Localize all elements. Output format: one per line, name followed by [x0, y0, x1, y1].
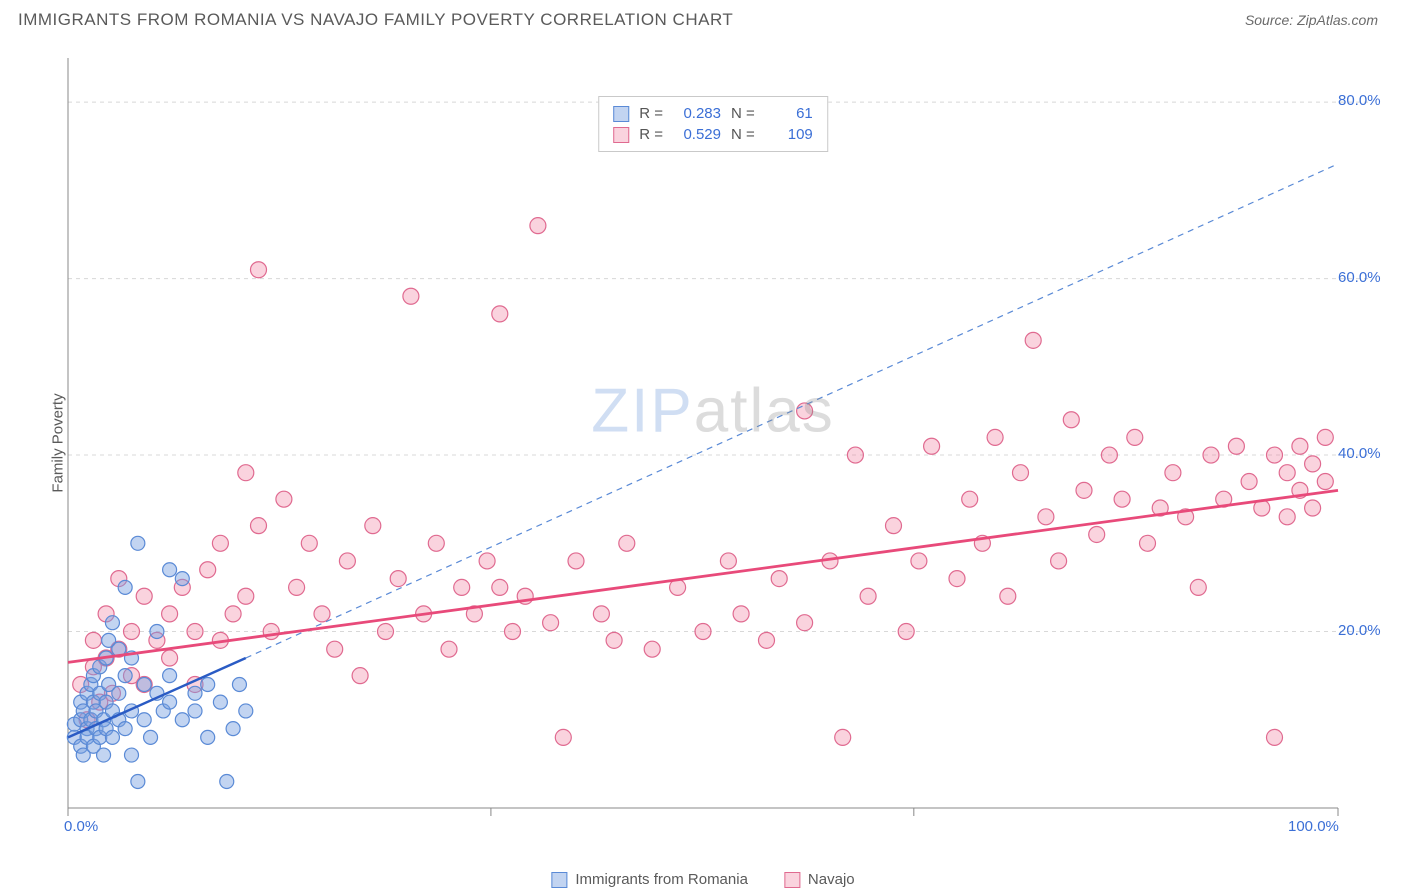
legend-item-0: Immigrants from Romania: [551, 871, 748, 888]
stat-n-val-1: 109: [765, 126, 813, 143]
chart-source: Source: ZipAtlas.com: [1245, 12, 1378, 28]
x-tick-label: 0.0%: [64, 818, 98, 835]
y-tick-label: 20.0%: [1338, 622, 1381, 639]
y-tick-label: 60.0%: [1338, 269, 1381, 286]
stat-n-label-0: N =: [731, 105, 755, 122]
stats-legend: R = 0.283 N = 61 R = 0.529 N = 109: [598, 96, 828, 152]
bottom-legend: Immigrants from Romania Navajo: [551, 871, 854, 888]
legend-swatch-0: [551, 872, 567, 888]
legend-label-0: Immigrants from Romania: [575, 871, 748, 888]
scatter-chart: [48, 48, 1378, 838]
stat-r-val-1: 0.529: [673, 126, 721, 143]
stats-row-1: R = 0.529 N = 109: [613, 124, 813, 145]
legend-swatch-1: [784, 872, 800, 888]
stat-n-label-1: N =: [731, 126, 755, 143]
swatch-series-1: [613, 127, 629, 143]
y-tick-label: 40.0%: [1338, 445, 1381, 462]
plot-area: Family Poverty ZIPatlas R = 0.283 N = 61…: [48, 48, 1378, 838]
chart-title: IMMIGRANTS FROM ROMANIA VS NAVAJO FAMILY…: [18, 10, 733, 30]
stat-r-label-1: R =: [639, 126, 663, 143]
legend-label-1: Navajo: [808, 871, 855, 888]
x-tick-label: 100.0%: [1288, 818, 1339, 835]
y-tick-label: 80.0%: [1338, 92, 1381, 109]
legend-item-1: Navajo: [784, 871, 855, 888]
stats-row-0: R = 0.283 N = 61: [613, 103, 813, 124]
stat-r-val-0: 0.283: [673, 105, 721, 122]
stat-n-val-0: 61: [765, 105, 813, 122]
swatch-series-0: [613, 106, 629, 122]
stat-r-label-0: R =: [639, 105, 663, 122]
